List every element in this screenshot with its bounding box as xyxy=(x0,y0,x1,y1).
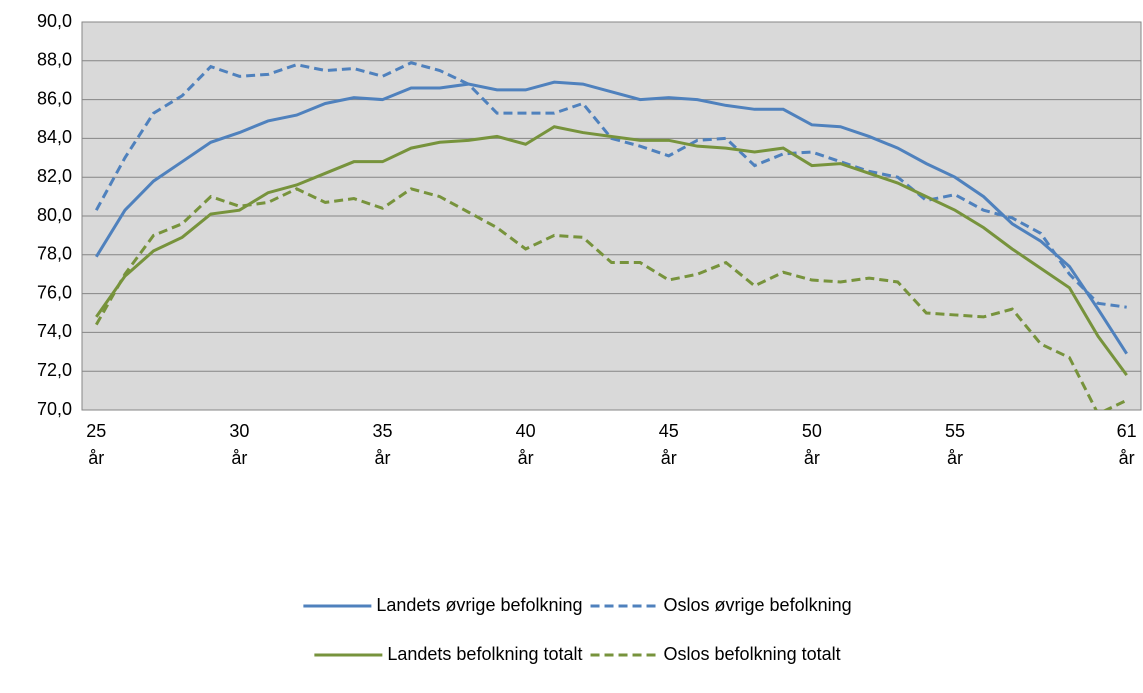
series-line xyxy=(95,187,1128,410)
legend-label: Oslos øvrige befolkning xyxy=(664,595,852,615)
x-tick-label: 25 år xyxy=(86,421,107,468)
y-tick-label: 84,0 xyxy=(37,127,72,147)
y-tick-label: 86,0 xyxy=(37,88,72,108)
y-tick-label: 88,0 xyxy=(37,50,72,70)
y-tick-label: 74,0 xyxy=(37,321,72,341)
legend-row: Landets øvrige befolkning Oslos øvrige be… xyxy=(303,595,852,615)
y-tick-label: 80,0 xyxy=(37,205,72,225)
x-tick-label: 61 år xyxy=(1116,421,1137,468)
y-tick-label: 90,0 xyxy=(37,11,72,31)
legend-label: Landets øvrige befolkning xyxy=(376,595,582,615)
y-tick-label: 78,0 xyxy=(37,244,72,264)
y-tick-label: 76,0 xyxy=(37,282,72,302)
x-tick-label: 55 år xyxy=(944,421,965,468)
x-tick-label: 30 år xyxy=(229,421,250,468)
legend-label: Oslos befolkning totalt xyxy=(664,644,841,664)
legend-label: Landets befolkning totalt xyxy=(387,644,582,664)
x-tick-label: 35 år xyxy=(372,421,393,468)
series-line xyxy=(95,80,1128,355)
x-tick-label: 50 år xyxy=(801,421,822,468)
x-tick-label: 45 år xyxy=(658,421,679,468)
y-tick-label: 72,0 xyxy=(37,360,72,380)
series-line xyxy=(95,125,1128,376)
y-tick-label: 82,0 xyxy=(37,166,72,186)
legend-row: Landets befolkning totalt Oslos befolknin… xyxy=(314,644,841,664)
y-tick-label: 70,0 xyxy=(37,399,72,419)
x-tick-label: 40 år xyxy=(515,421,536,468)
series-line xyxy=(94,61,1127,309)
